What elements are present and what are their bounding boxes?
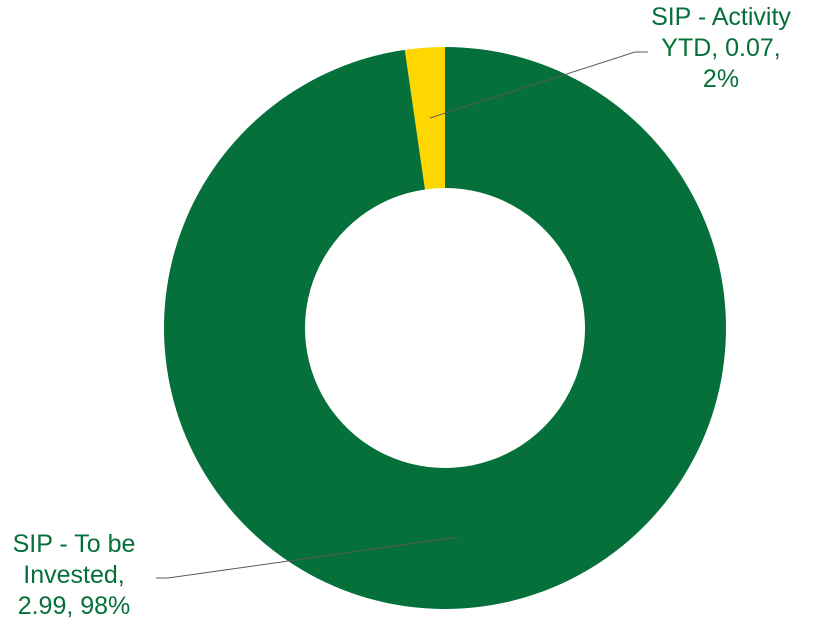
data-label-line: YTD, 0.07, [661,34,781,62]
data-label-line: SIP - Activity [651,3,791,31]
data-label-line: SIP - To be [12,530,136,558]
leader-lines-group [156,51,648,579]
data-label-line: Invested, [23,561,125,589]
slice-sip-to-be-invested [164,47,727,609]
slice-sip-activity-ytd [404,47,445,190]
leader-line-1 [156,536,459,579]
data-label-line: 2% [702,65,740,93]
data-label-sip-activity-ytd: SIP - Activity YTD, 0.07, 2% [625,2,817,95]
slices-group [164,47,727,609]
data-label-sip-to-be-invested: SIP - To be Invested, 2.99, 98% [0,529,148,622]
data-label-line: 2.99, 98% [17,592,131,620]
leader-line-0 [429,51,648,119]
